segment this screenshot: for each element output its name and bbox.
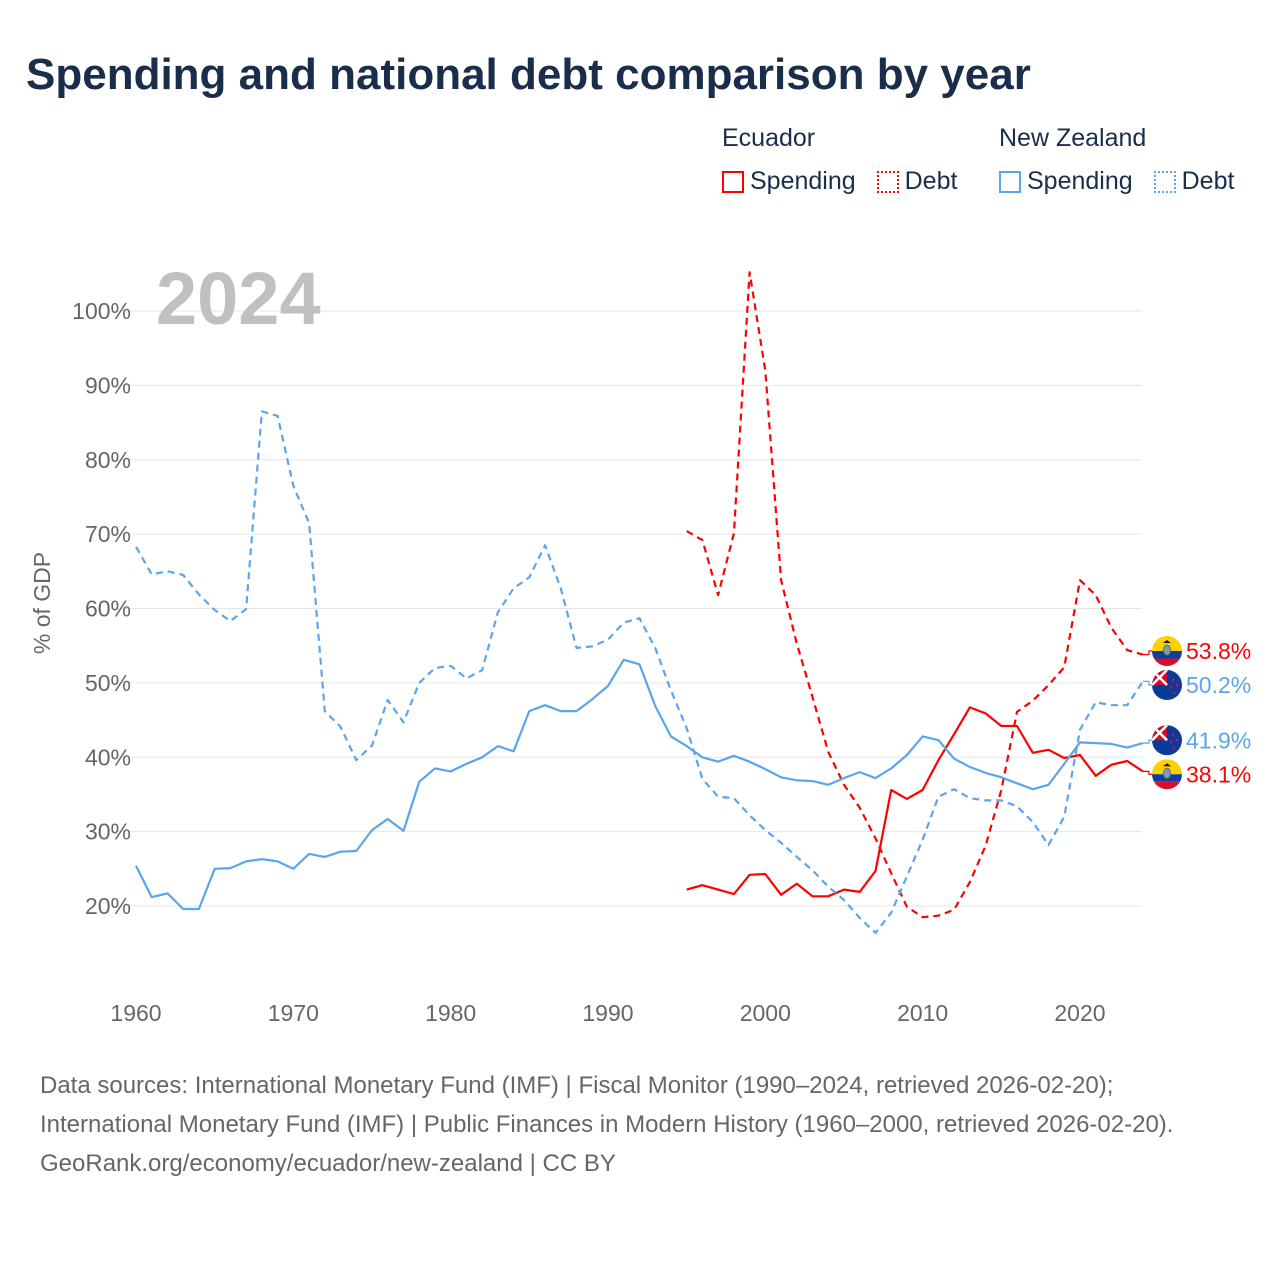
end-label-new-zealand-spending: 41.9% (1142, 725, 1251, 756)
ecuador-debt-line (686, 271, 1144, 919)
flag-condor (1163, 640, 1171, 643)
legend-label: Spending (750, 167, 856, 195)
flag-star (1171, 678, 1175, 682)
end-value-label: 50.2% (1186, 672, 1251, 698)
solid-swatch-icon (722, 170, 744, 193)
flag-star (1175, 683, 1179, 687)
legend-ecuador: Ecuador Spending Debt (722, 124, 971, 200)
new-zealand-debt-line (135, 410, 1144, 934)
flag-condor (1163, 763, 1171, 767)
legend-group-name: New Zealand (999, 124, 1147, 152)
y-tick-label: 90% (85, 372, 131, 398)
connector-line (1142, 680, 1155, 686)
flag-star (1171, 733, 1175, 737)
x-tick-label: 1980 (425, 1000, 476, 1026)
y-tick-label: 100% (72, 298, 131, 324)
legend-label: Debt (904, 167, 958, 195)
end-label-ecuador-debt: 53.8% (1142, 636, 1251, 666)
x-tick-label: 2000 (740, 1000, 791, 1026)
year-watermark: 2024 (156, 257, 321, 340)
new-zealand-spending-line (135, 658, 1144, 911)
credit-link[interactable]: GeoRank.org/economy/ecuador/new-zealand … (40, 1150, 616, 1177)
flag-star (1175, 738, 1179, 742)
end-label-ecuador-spending: 38.1% (1142, 759, 1251, 790)
flag-emblem (1163, 644, 1171, 656)
x-tick-label: 1990 (582, 1000, 633, 1026)
x-tick-label: 1970 (268, 1000, 319, 1026)
connector-line (1142, 770, 1155, 775)
connector-line (1142, 650, 1155, 656)
end-value-label: 53.8% (1186, 638, 1251, 664)
footer: Data sources: International Monetary Fun… (40, 1066, 1240, 1183)
flag-yellow (1152, 759, 1182, 775)
dotted-swatch-icon (1153, 170, 1176, 193)
ecuador-flag-icon (1152, 759, 1182, 790)
y-tick-label: 50% (85, 670, 131, 696)
flag-emblem (1163, 767, 1171, 779)
data-sources: Data sources: International Monetary Fun… (40, 1072, 1174, 1138)
legend-label: Spending (1027, 167, 1133, 195)
legend-group-name: Ecuador (722, 124, 816, 152)
flag-star (1172, 691, 1176, 695)
ecuador-flag-icon (1152, 636, 1182, 666)
y-tick-label: 20% (85, 893, 131, 919)
y-axis-label: % of GDP (29, 552, 55, 654)
solid-swatch-icon (999, 170, 1021, 193)
end-value-label: 38.1% (1186, 761, 1251, 787)
legend-label: Debt (1181, 167, 1235, 195)
x-tick-label: 2020 (1054, 1000, 1105, 1026)
y-tick-label: 40% (85, 744, 131, 770)
legend-ecuador-debt[interactable]: Debt (876, 167, 958, 196)
flag-red (1152, 658, 1182, 666)
y-tick-label: 60% (85, 596, 131, 622)
new-zealand-flag-icon (1152, 725, 1182, 756)
legend-ecuador-spending[interactable]: Spending (722, 167, 856, 196)
x-tick-label: 1960 (110, 1000, 161, 1026)
y-tick-label: 70% (85, 521, 131, 547)
y-tick-label: 30% (85, 819, 131, 845)
y-tick-label: 80% (85, 447, 131, 473)
flag-yellow (1152, 636, 1182, 651)
dotted-swatch-icon (876, 170, 899, 193)
flag-star (1169, 740, 1173, 744)
ecuador-spending-line (686, 706, 1144, 898)
flag-red (1152, 781, 1182, 790)
chart-title: Spending and national debt comparison by… (26, 50, 1031, 99)
legend-nz-spending[interactable]: Spending (999, 167, 1133, 196)
flag-star (1172, 746, 1176, 750)
new-zealand-flag-icon (1152, 670, 1182, 700)
connector-line (1142, 739, 1155, 744)
legend-new-zealand: New Zealand Spending Debt (999, 124, 1234, 200)
end-value-label: 41.9% (1186, 727, 1251, 753)
flag-star (1169, 685, 1173, 689)
legend-nz-debt[interactable]: Debt (1153, 167, 1235, 196)
x-tick-label: 2010 (897, 1000, 948, 1026)
end-label-new-zealand-debt: 50.2% (1142, 670, 1251, 700)
